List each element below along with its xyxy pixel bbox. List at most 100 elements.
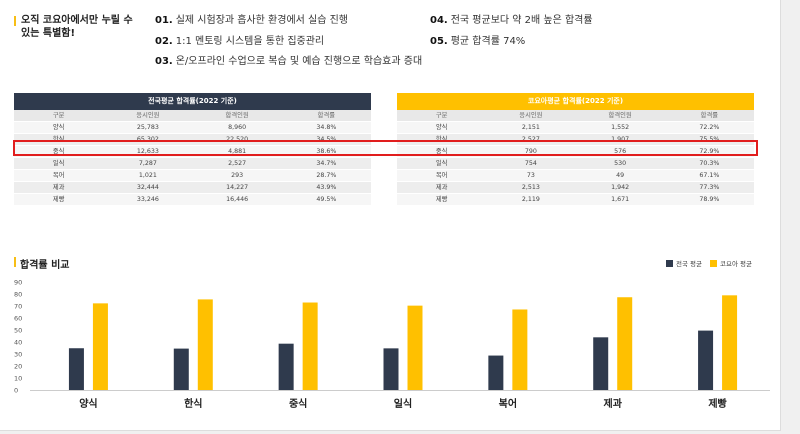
table-cell: 제과 xyxy=(435,184,448,191)
y-tick-label: 90 xyxy=(14,279,22,287)
intro-title: 오직 코요아에서만 누릴 수 있는 특별함! xyxy=(14,14,139,40)
table-cell: 78.9% xyxy=(699,196,720,203)
table-cell: 73 xyxy=(526,172,535,179)
table-cell: 복어 xyxy=(52,172,65,179)
table-cell: 2,527 xyxy=(228,160,247,167)
y-tick-label: 50 xyxy=(14,327,22,335)
x-tick-label: 양식 xyxy=(79,397,97,410)
pass-rate-bar-chart: 0 10 20 30 40 50 60 70 80 90 양식 한식 중식 일식 복어 제과 제빵 xyxy=(14,279,770,410)
bar-national xyxy=(698,330,714,390)
bar-koyoa xyxy=(197,299,213,390)
x-tick-label: 중식 xyxy=(289,397,307,410)
column-header: 합격인원 xyxy=(608,112,632,119)
table-row: 제과 2,513 1,942 77.3% xyxy=(397,182,754,194)
content-card: 오직 코요아에서만 누릴 수 있는 특별함! 01. 실제 시험장과 흡사한 환경… xyxy=(0,0,781,431)
table-cell: 790 xyxy=(524,148,537,155)
koyoa-pass-rate-table: 코요아평균 합격률(2022 기준) 구분 응시인원 합격인원 합격률 양식 2,… xyxy=(397,93,754,206)
table-cell: 25,783 xyxy=(136,124,159,131)
table-cell: 2,151 xyxy=(521,124,540,131)
y-tick-label: 40 xyxy=(14,339,22,347)
column-header: 응시인원 xyxy=(519,112,543,119)
table-row: 양식 2,151 1,552 72.2% xyxy=(397,122,754,134)
legend-item-koyoa: 코요아 평균 xyxy=(710,258,752,268)
table-cell: 양식 xyxy=(435,124,448,131)
bar-koyoa xyxy=(722,295,738,390)
table-cell: 2,527 xyxy=(521,136,540,143)
table-cell: 33,246 xyxy=(136,196,159,203)
table-row: 일식 7,287 2,527 34.7% xyxy=(14,158,371,170)
table-cell: 22,520 xyxy=(226,136,249,143)
y-tick-label: 80 xyxy=(14,291,22,299)
bar-national xyxy=(383,348,399,390)
table-cell: 4,881 xyxy=(228,148,247,155)
table-cell: 7,287 xyxy=(138,160,157,167)
table-cell: 530 xyxy=(614,160,627,167)
hansik-row-highlight xyxy=(13,140,758,156)
column-header: 합격률 xyxy=(700,112,719,119)
table-row: 일식 754 530 70.3% xyxy=(397,158,754,170)
table-cell: 49.5% xyxy=(316,196,337,203)
national-table-title: 전국평균 합격률(2022 기준) xyxy=(14,93,371,110)
table-cell: 28.7% xyxy=(316,172,337,179)
bar-koyoa xyxy=(302,302,318,390)
table-row: 복어 73 49 67.1% xyxy=(397,170,754,182)
feature-item: 05. 평균 합격률 74% xyxy=(430,36,526,47)
bar-national xyxy=(593,337,609,390)
bar-national xyxy=(68,348,84,390)
table-cell: 75.5% xyxy=(699,136,720,143)
x-tick-label: 제과 xyxy=(604,397,623,410)
column-header: 합격인원 xyxy=(225,112,249,119)
x-tick-label: 일식 xyxy=(394,397,412,410)
table-cell: 65,302 xyxy=(136,136,159,143)
table-cell: 1,552 xyxy=(611,124,630,131)
feature-item: 01. 실제 시험장과 흡사한 환경에서 실습 진행 xyxy=(155,15,349,26)
y-tick-label: 20 xyxy=(14,363,22,371)
x-tick-label: 복어 xyxy=(499,397,517,410)
bar-koyoa xyxy=(617,297,633,390)
table-cell: 1,671 xyxy=(611,196,630,203)
table-row: 제빵 33,246 16,446 49.5% xyxy=(14,194,371,206)
table-cell: 576 xyxy=(614,148,627,155)
table-row: 양식 25,783 8,960 34.8% xyxy=(14,122,371,134)
table-cell: 제빵 xyxy=(52,196,65,203)
koyoa-table-title: 코요아평균 합격률(2022 기준) xyxy=(397,93,754,110)
y-tick-label: 10 xyxy=(14,375,22,383)
table-cell: 72.2% xyxy=(699,124,720,131)
table-cell: 일식 xyxy=(435,160,448,167)
y-tick-label: 60 xyxy=(14,315,22,323)
chart-title: 합격률 비교 xyxy=(14,256,69,271)
table-cell: 12,633 xyxy=(136,148,159,155)
table-cell: 293 xyxy=(231,172,244,179)
table-cell: 중식 xyxy=(435,148,448,155)
table-cell: 754 xyxy=(524,160,537,167)
feature-item: 02. 1:1 멘토링 시스템을 통한 집중관리 xyxy=(155,36,325,47)
bar-koyoa xyxy=(512,309,528,390)
table-header-row: 구분 응시인원 합격인원 합격률 xyxy=(14,110,371,122)
table-cell: 14,227 xyxy=(226,184,249,191)
table-cell: 한식 xyxy=(52,136,65,143)
table-cell: 한식 xyxy=(435,136,448,143)
table-cell: 38.6% xyxy=(316,148,337,155)
table-cell: 일식 xyxy=(52,160,65,167)
table-cell: 16,446 xyxy=(226,196,249,203)
table-row: 제과 32,444 14,227 43.9% xyxy=(14,182,371,194)
table-cell: 1,021 xyxy=(138,172,157,179)
column-header: 합격률 xyxy=(317,112,336,119)
table-cell: 1,942 xyxy=(611,184,630,191)
table-cell: 49 xyxy=(616,172,625,179)
bar-koyoa xyxy=(92,303,108,390)
x-tick-label: 제빵 xyxy=(708,397,727,410)
table-cell: 양식 xyxy=(52,124,65,131)
table-cell: 67.1% xyxy=(699,172,720,179)
y-tick-label: 70 xyxy=(14,303,22,311)
column-header: 응시인원 xyxy=(136,112,160,119)
feature-item: 03. 온/오프라인 수업으로 복습 및 예습 진행으로 학습효과 증대 xyxy=(155,56,423,67)
legend-swatch xyxy=(666,259,674,267)
table-cell: 중식 xyxy=(52,148,65,155)
bar-national xyxy=(278,343,294,390)
feature-item: 04. 전국 평균보다 약 2배 높은 합격률 xyxy=(430,15,593,26)
y-tick-label: 0 xyxy=(14,387,18,395)
y-tick-label: 30 xyxy=(14,351,22,359)
column-header: 구분 xyxy=(435,112,448,119)
bar-koyoa xyxy=(407,305,423,390)
